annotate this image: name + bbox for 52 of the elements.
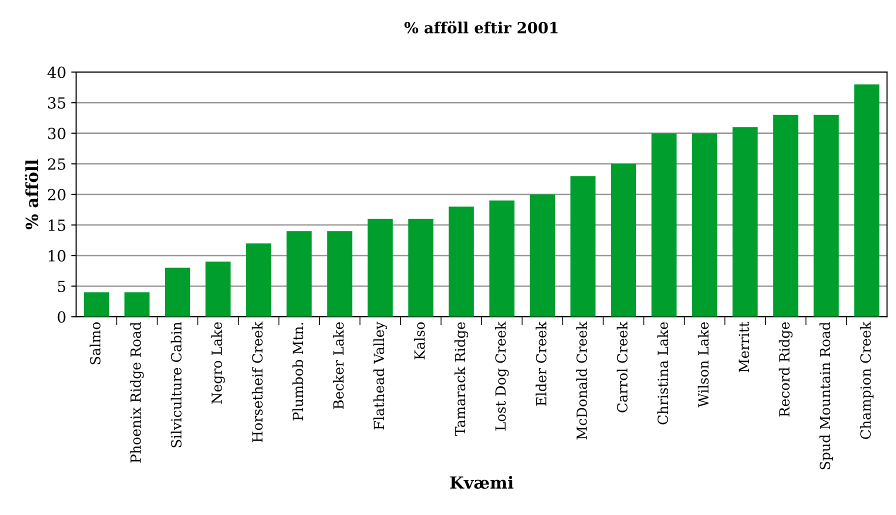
- bar: [246, 243, 272, 317]
- bar: [124, 292, 150, 317]
- bar: [84, 292, 109, 317]
- bar: [164, 268, 190, 317]
- bar: [814, 114, 839, 317]
- x-tick-label: Wilson Lake: [698, 322, 709, 408]
- y-tick-label: 40: [47, 66, 66, 78]
- bar: [489, 200, 514, 317]
- x-tick-label: Phoenix Ridge Road: [130, 322, 144, 463]
- x-tick-label: Christina Lake: [657, 322, 668, 424]
- bar: [651, 133, 677, 317]
- x-tick-label: Horsetheif Creek: [252, 321, 263, 442]
- bar: [286, 231, 312, 317]
- bar: [773, 114, 798, 317]
- y-tick-label: 15: [48, 219, 66, 232]
- x-tick-label: Kalso: [414, 322, 425, 360]
- x-tick-label: Silviculture Cabin: [170, 322, 182, 448]
- bar: [205, 262, 231, 317]
- x-tick-label: Tamarack Ridge: [454, 322, 468, 436]
- x-tick-label: Negro Lake: [211, 322, 225, 404]
- bar: [732, 127, 758, 317]
- y-axis-title: % afföll: [24, 160, 38, 230]
- y-tick-label: 30: [48, 128, 66, 140]
- x-tick-label: Merritt: [738, 322, 750, 372]
- bar: [610, 164, 636, 317]
- y-tick-label: 25: [48, 158, 66, 170]
- bar: [327, 231, 352, 317]
- bar: [854, 84, 880, 317]
- bar: [570, 176, 596, 317]
- y-tick-label: 35: [48, 97, 66, 109]
- y-tick-label: 5: [58, 280, 66, 292]
- y-tick-label: 10: [48, 250, 66, 262]
- x-tick-label: Champion Creek: [860, 321, 874, 440]
- x-tick-label: McDonald Creek: [576, 321, 587, 440]
- x-tick-label: Salmo: [90, 322, 100, 364]
- x-tick-label: Carrol Creek: [616, 321, 628, 412]
- x-tick-label: Becker Lake: [332, 322, 344, 409]
- y-tick-label: 0: [58, 311, 66, 323]
- y-tick-label: 20: [48, 188, 66, 200]
- x-tick-label: Flathead Valley: [373, 322, 388, 430]
- x-axis-title: Kvæmi: [450, 476, 514, 489]
- bar: [530, 194, 555, 317]
- bar: [448, 206, 474, 317]
- x-tick-label: Elder Creek: [536, 321, 546, 406]
- x-tick-label: Record Ridge: [778, 322, 792, 416]
- chart-title: % afföll eftir 2001: [404, 21, 558, 34]
- x-tick-label: Lost Dog Creek: [495, 321, 509, 430]
- bar: [408, 218, 434, 317]
- bar: [692, 133, 718, 317]
- x-tick-label: Spud Mountain Road: [820, 322, 833, 470]
- bar: [368, 218, 393, 317]
- x-tick-label: Plumbob Mtn.: [292, 322, 304, 420]
